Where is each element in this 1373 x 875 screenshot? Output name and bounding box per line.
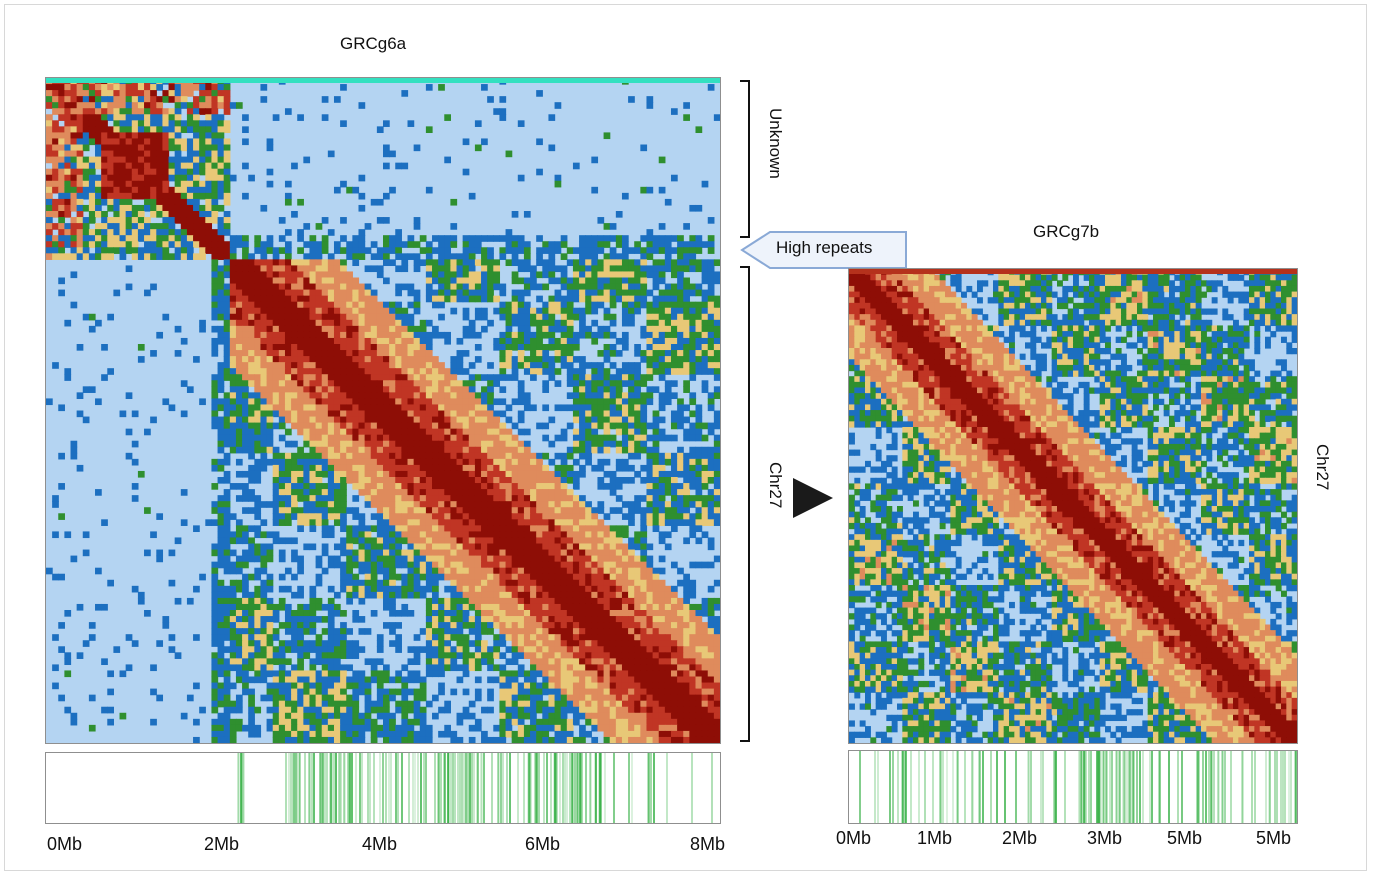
left-annotation-track [45,752,721,824]
right-tick: 3Mb [1087,828,1123,848]
right-tick: 5Mb [1256,828,1292,848]
left-panel-title: GRCg6a [340,34,407,53]
right-tick: 2Mb [1002,828,1038,848]
right-chr27-label: Chr27 [1313,444,1332,491]
unknown-bracket [740,80,750,238]
left-tick: 6Mb [525,834,561,854]
left-chr27-label: Chr27 [766,462,785,509]
high-repeats-callout [740,231,907,269]
right-tick: 1Mb [917,828,953,848]
unknown-region-label: Unknown [766,108,785,179]
left-tick: 2Mb [204,834,240,854]
left-contact-map [45,77,721,744]
high-repeats-label: High repeats [776,238,873,257]
chr27-bracket [740,266,750,742]
right-panel-title: GRCg7b [1033,222,1100,241]
right-annotation-track [848,750,1298,824]
right-contact-map [848,268,1298,744]
left-tick: 4Mb [362,834,398,854]
left-tick: 0Mb [47,834,83,854]
left-tick: 8Mb [690,834,726,854]
right-tick: 0Mb [836,828,872,848]
figure-frame [4,4,1367,871]
right-tick: 5Mb [1167,828,1203,848]
transition-arrow-icon [793,478,833,518]
